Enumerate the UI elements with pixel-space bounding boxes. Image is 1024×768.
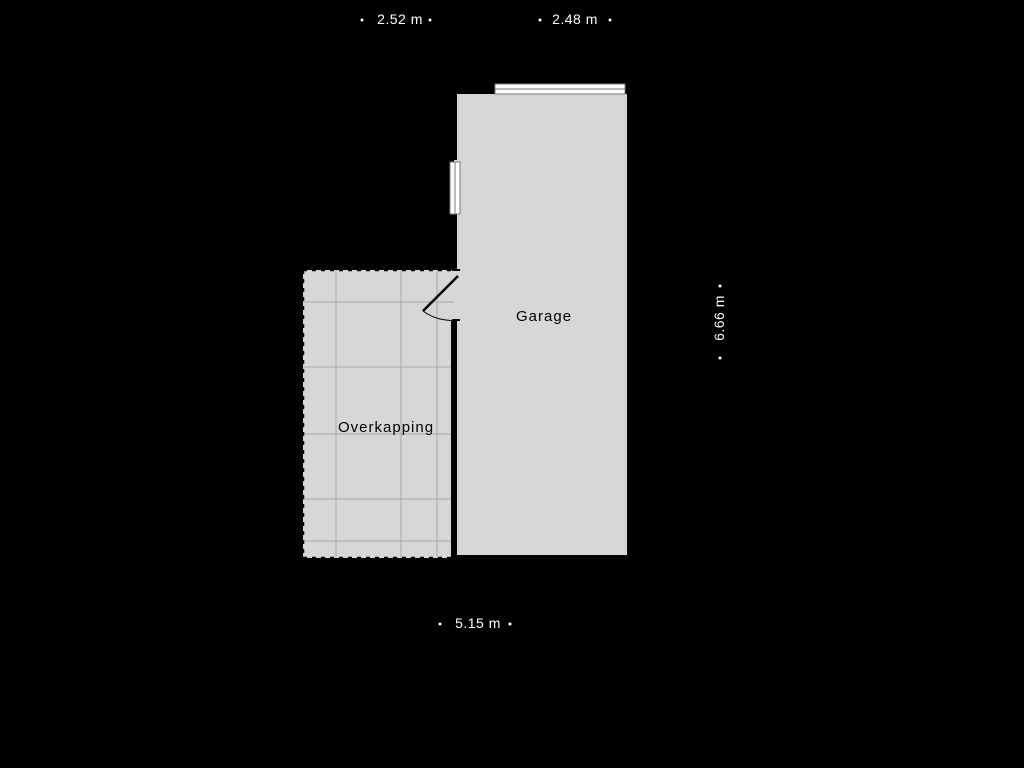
dim-top-left: 2.52 m (377, 11, 423, 27)
dim-right: 6.66 m (711, 295, 727, 341)
dim-bottom: 5.15 m (455, 615, 501, 631)
overkapping-label: Overkapping (338, 419, 434, 436)
floor-plan-svg: Overkapping Garage 2.52 m 2.48 m 6.66 m … (0, 0, 1024, 768)
dim-top-right: 2.48 m (552, 11, 598, 27)
garage-label: Garage (516, 308, 572, 325)
overkapping-fill (303, 270, 454, 558)
